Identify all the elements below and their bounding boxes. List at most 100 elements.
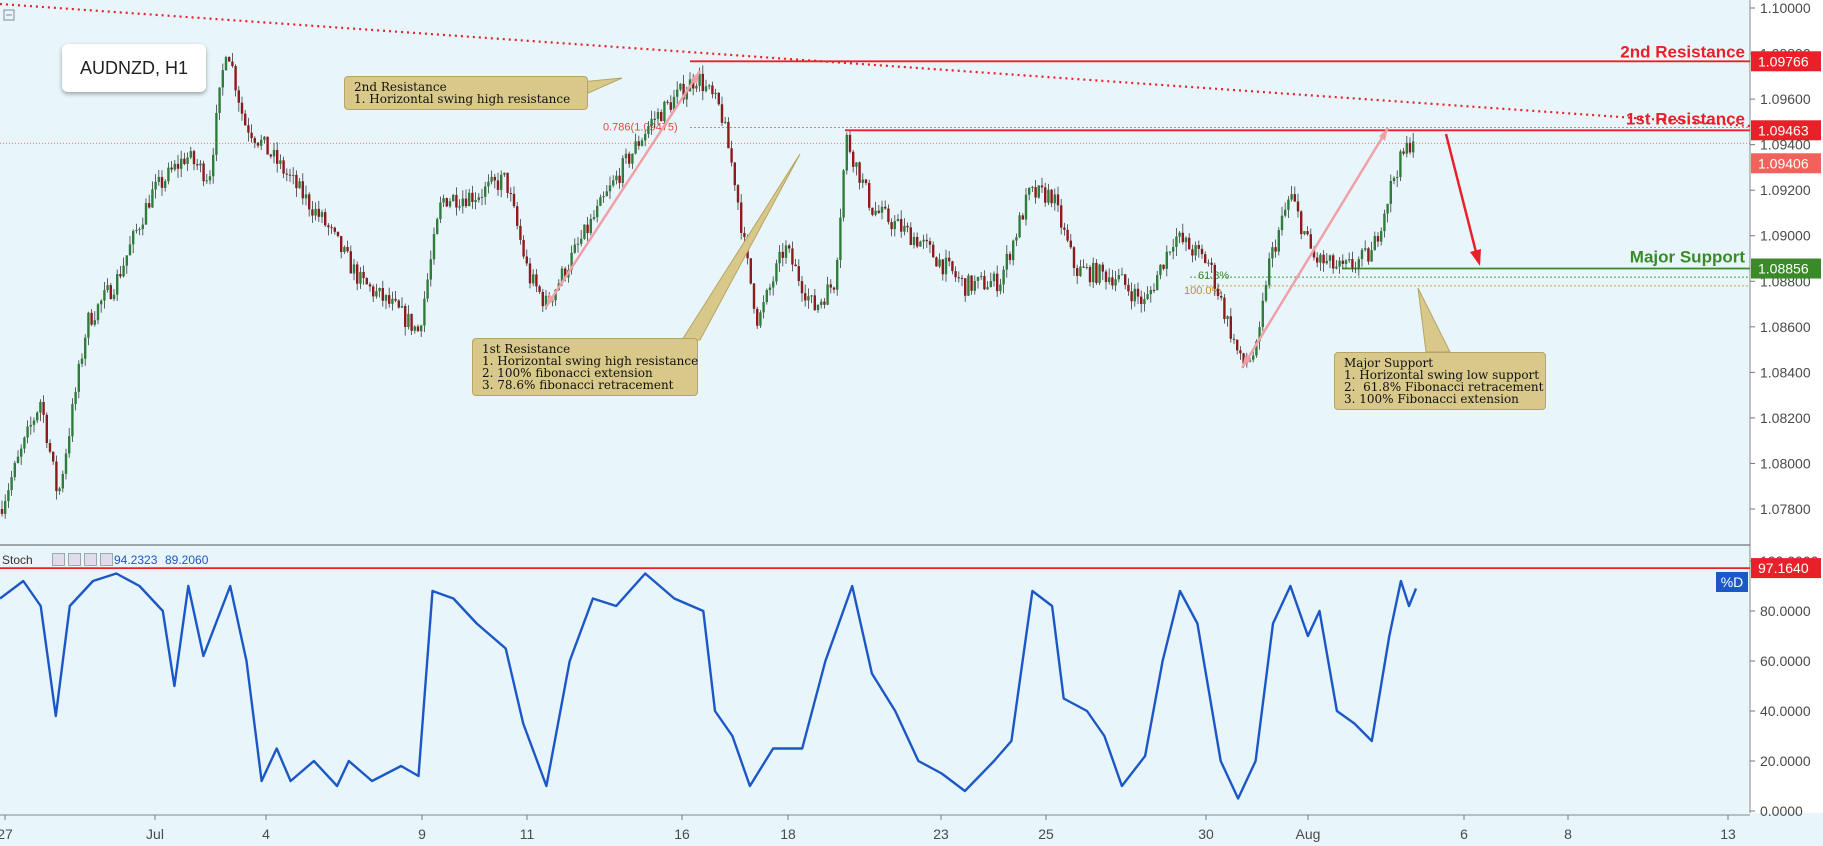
candle-body	[141, 224, 144, 230]
note-line: 2. 100% fibonacci extension	[482, 366, 653, 380]
first-resistance-price-badge: 1.09463	[1758, 122, 1809, 138]
candle-body	[301, 181, 304, 199]
candle-body	[308, 194, 311, 210]
candle-body	[1367, 248, 1370, 262]
stoch-tick-label: 40.0000	[1760, 703, 1811, 719]
candle-body	[1354, 267, 1357, 269]
candle-body	[1389, 181, 1392, 204]
note-line: 2. 61.8% Fibonacci retracement	[1344, 380, 1544, 394]
candle-body	[39, 401, 42, 413]
candle-body	[1370, 250, 1373, 262]
candle-body	[989, 281, 992, 288]
candle-body	[407, 313, 410, 327]
candle-body	[727, 121, 730, 149]
candle-body	[404, 305, 407, 327]
candle-body	[893, 221, 896, 230]
candle-body	[532, 274, 535, 284]
candle-body	[743, 232, 746, 238]
candle-body	[1296, 201, 1300, 212]
candle-body	[954, 271, 957, 278]
candle-body	[1348, 259, 1351, 261]
candle-body	[653, 118, 656, 120]
candle-body	[1239, 350, 1242, 354]
candle-body	[765, 290, 768, 303]
collapse-icon	[3, 9, 15, 21]
candle-body	[519, 225, 522, 240]
candle-body	[948, 257, 951, 262]
candle-body	[900, 219, 903, 232]
candle-body	[919, 241, 922, 247]
candle-body	[535, 274, 538, 287]
candle-body	[154, 181, 157, 190]
candle-body	[775, 263, 778, 282]
candle-body	[624, 153, 628, 159]
candle-body	[1031, 187, 1034, 189]
candle-body	[720, 104, 724, 123]
candle-body	[1184, 237, 1188, 243]
candle-body	[58, 488, 61, 492]
candle-body	[1152, 289, 1156, 291]
candle-body	[1037, 185, 1040, 198]
first-resistance-note: 1st Resistance 1. Horizontal swing high …	[472, 338, 698, 396]
candle-body	[477, 197, 480, 201]
candle-body	[1261, 300, 1264, 328]
first-resistance-price-badge-bg	[1751, 120, 1821, 141]
price-tick-label: 1.08200	[1760, 410, 1811, 426]
candle-body	[445, 198, 448, 207]
second-resistance-label: 2nd Resistance	[1620, 42, 1745, 61]
candle-body	[996, 273, 999, 292]
candle-body	[29, 424, 32, 427]
candle-body	[836, 259, 839, 290]
candle-body	[1101, 264, 1104, 272]
candle-body	[1380, 231, 1383, 242]
arrow-head	[1242, 355, 1251, 368]
candle-body	[196, 164, 199, 166]
stoch-indicator-name[interactable]: Stoch	[2, 553, 33, 567]
candle-body	[1220, 296, 1223, 298]
candle-body	[32, 420, 36, 425]
candle-body	[1008, 253, 1012, 261]
candle-body	[205, 180, 208, 182]
time-tick-label: Jul	[146, 826, 164, 842]
candle-body	[816, 304, 820, 311]
candle-body	[797, 266, 800, 282]
candle-body	[253, 138, 256, 143]
candle-body	[896, 219, 900, 222]
candle-body	[781, 251, 784, 258]
candle-body	[1005, 253, 1008, 270]
candle-body	[1258, 327, 1261, 342]
candle-body	[96, 304, 100, 321]
eye-icon[interactable]	[52, 553, 65, 566]
candle-body	[522, 239, 525, 257]
candle-body	[756, 308, 759, 326]
candle-body	[807, 296, 810, 301]
candle-body	[330, 227, 333, 229]
candle-body	[352, 264, 356, 274]
candle-body	[282, 160, 285, 174]
candle-body	[458, 206, 461, 208]
time-tick-label: 30	[1198, 826, 1214, 842]
candle-body	[1360, 249, 1364, 260]
candle-body	[1284, 209, 1287, 216]
candle-body	[1076, 268, 1079, 276]
candle-body	[564, 268, 567, 278]
more-icon[interactable]	[100, 553, 113, 566]
candle-body	[615, 175, 618, 181]
candle-body	[292, 174, 295, 176]
candle-body	[1325, 260, 1328, 264]
indicator-controls[interactable]	[52, 553, 113, 566]
candle-body	[1072, 247, 1076, 269]
candle-body	[336, 231, 340, 237]
candle-body	[973, 280, 976, 291]
candle-body	[861, 179, 864, 183]
close-icon[interactable]	[84, 553, 97, 566]
candle-body	[740, 202, 743, 233]
candle-body	[928, 241, 932, 245]
candle-body	[170, 167, 173, 170]
candle-body	[804, 293, 807, 301]
candle-body	[500, 174, 503, 190]
settings-icon[interactable]	[68, 553, 81, 566]
candle-body	[768, 287, 772, 291]
candle-body	[1060, 205, 1063, 228]
